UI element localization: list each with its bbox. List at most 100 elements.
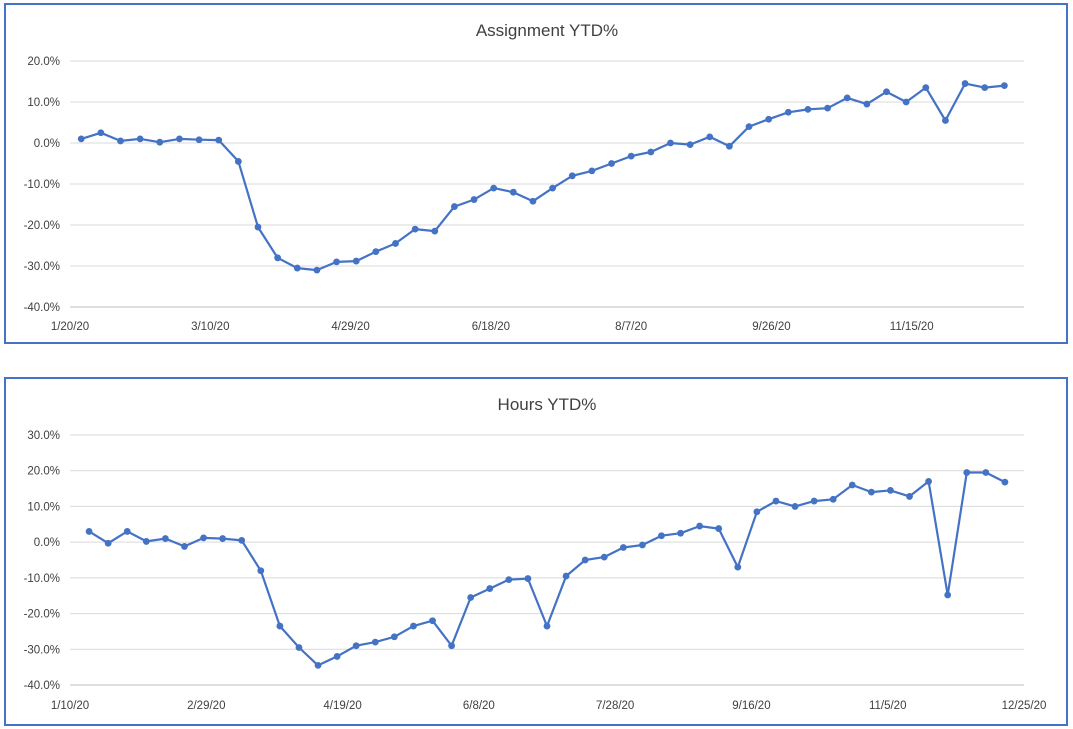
- data-point: [824, 104, 831, 112]
- x-tick-label: 8/7/20: [615, 321, 647, 333]
- data-point: [529, 197, 537, 205]
- data-point: [725, 142, 733, 150]
- data-point: [257, 567, 265, 575]
- data-point: [104, 539, 112, 547]
- data-point: [715, 525, 723, 532]
- x-tick-label: 6/18/20: [472, 321, 510, 333]
- x-tick-label: 11/5/20: [869, 700, 907, 712]
- data-point: [867, 488, 875, 496]
- data-point: [944, 591, 952, 599]
- data-point: [906, 493, 913, 500]
- data-point: [810, 497, 818, 505]
- data-point: [390, 633, 398, 641]
- data-point: [97, 129, 105, 137]
- data-point: [410, 622, 417, 630]
- chart-title: Hours YTD%: [498, 395, 597, 414]
- data-point: [352, 257, 360, 265]
- x-tick-label: 1/20/20: [51, 321, 89, 333]
- data-point: [486, 585, 494, 592]
- x-tick-label: 12/25/20: [1002, 700, 1047, 712]
- data-point: [600, 553, 608, 561]
- x-tick-label: 9/26/20: [752, 321, 790, 333]
- data-point: [883, 88, 890, 96]
- series-line: [80, 82, 1005, 272]
- data-point: [372, 248, 380, 256]
- data-point: [181, 543, 188, 550]
- data-point: [333, 653, 341, 660]
- data-point: [942, 117, 949, 124]
- data-point: [295, 644, 303, 651]
- data-point: [411, 225, 419, 233]
- data-point: [215, 136, 223, 144]
- data-point: [804, 105, 812, 113]
- y-tick-label: -40.0%: [24, 302, 60, 314]
- y-tick-label: 20.0%: [27, 56, 60, 68]
- data-point: [234, 158, 242, 165]
- data-point: [371, 638, 379, 646]
- data-point: [734, 563, 742, 571]
- chart-assignment-svg: Assignment YTD% 20.0% 10.0% 0.0% -10.0% -20.0…: [24, 21, 1024, 333]
- data-point: [509, 188, 517, 196]
- data-point: [772, 497, 780, 505]
- data-point: [829, 495, 837, 503]
- y-tick-label: -20.0%: [24, 609, 60, 621]
- data-point: [505, 576, 513, 584]
- data-point: [1001, 478, 1009, 486]
- data-point: [451, 203, 458, 210]
- chart-title: Assignment YTD%: [476, 21, 618, 40]
- data-point: [791, 503, 799, 510]
- chart-panel-assignment: Assignment YTD% 20.0% 10.0% 0.0% -10.0% -20.0…: [4, 3, 1068, 344]
- data-point: [333, 258, 340, 266]
- y-tick-label: 30.0%: [27, 430, 60, 442]
- x-tick-label: 6/8/20: [463, 700, 495, 712]
- data-point: [765, 115, 773, 123]
- y-tick-label: -10.0%: [24, 573, 60, 585]
- y-tick-label: 0.0%: [34, 138, 60, 150]
- data-point: [677, 529, 684, 537]
- data-point: [429, 617, 436, 625]
- x-tick-label: 4/29/20: [331, 321, 369, 333]
- data-point: [568, 172, 576, 180]
- data-point: [581, 556, 589, 564]
- data-point: [162, 535, 169, 542]
- data-point: [85, 528, 93, 535]
- data-point: [922, 84, 930, 92]
- data-point: [219, 535, 227, 542]
- data-point: [123, 528, 131, 535]
- data-point: [238, 536, 246, 544]
- data-point: [293, 264, 301, 272]
- data-point: [639, 541, 646, 549]
- data-point: [562, 572, 570, 580]
- data-point: [658, 532, 665, 540]
- y-tick-label: -30.0%: [24, 261, 60, 273]
- data-point: [887, 486, 894, 494]
- y-tick-label: 20.0%: [27, 466, 60, 478]
- data-point: [276, 622, 284, 630]
- data-point: [667, 139, 674, 147]
- data-point: [848, 481, 856, 489]
- data-point: [608, 160, 615, 167]
- data-point: [686, 141, 694, 149]
- data-point: [753, 508, 761, 516]
- data-point: [314, 661, 322, 669]
- x-tick-label: 4/19/20: [323, 700, 361, 712]
- data-point: [117, 137, 124, 145]
- data-point: [588, 167, 596, 175]
- data-point: [524, 575, 532, 582]
- data-point: [619, 544, 627, 551]
- data-point: [274, 254, 282, 262]
- x-tick-label: 2/29/20: [187, 700, 225, 712]
- chart-hours-svg: Hours YTD% 30.0% 20.0% 10.0% 0.0% -10.0% -20.0…: [24, 395, 1047, 712]
- data-point: [431, 227, 439, 235]
- data-point: [843, 94, 851, 102]
- data-point: [142, 538, 150, 545]
- data-point: [490, 184, 498, 192]
- data-point: [200, 534, 207, 542]
- data-point: [981, 84, 989, 92]
- data-point: [195, 136, 203, 144]
- data-point: [863, 100, 871, 108]
- data-point: [982, 469, 990, 476]
- data-point: [467, 594, 475, 601]
- y-tick-label: -20.0%: [24, 220, 60, 232]
- data-point: [448, 642, 455, 650]
